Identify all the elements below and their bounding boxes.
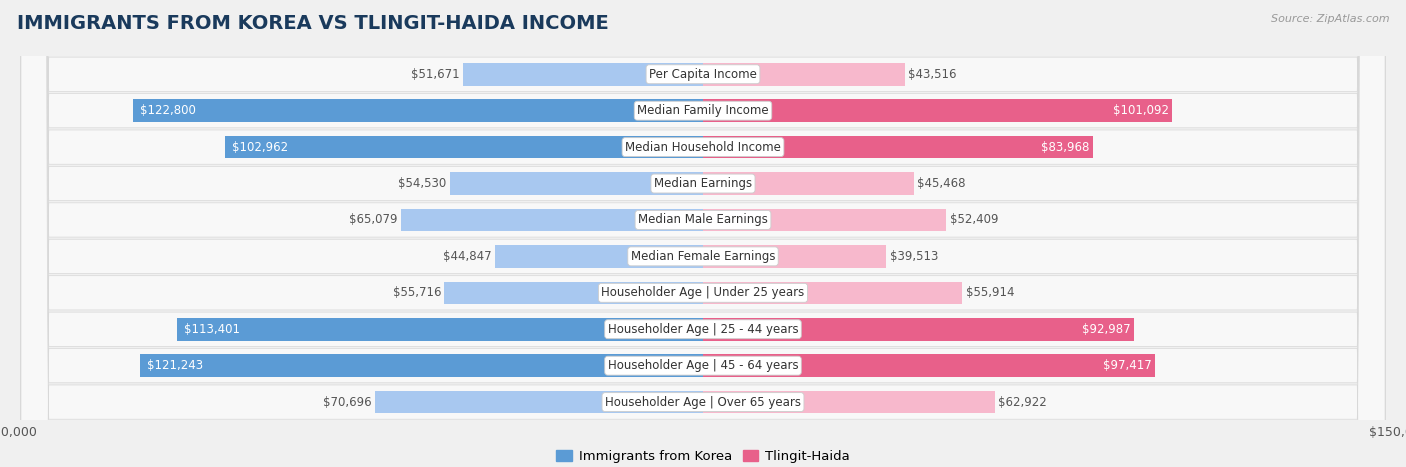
Text: Median Family Income: Median Family Income bbox=[637, 104, 769, 117]
Text: $45,468: $45,468 bbox=[918, 177, 966, 190]
Text: Source: ZipAtlas.com: Source: ZipAtlas.com bbox=[1271, 14, 1389, 24]
Text: Householder Age | Over 65 years: Householder Age | Over 65 years bbox=[605, 396, 801, 409]
Text: $52,409: $52,409 bbox=[949, 213, 998, 226]
FancyBboxPatch shape bbox=[21, 0, 1385, 467]
Text: $43,516: $43,516 bbox=[908, 68, 957, 81]
Text: $54,530: $54,530 bbox=[398, 177, 447, 190]
Bar bbox=[375, 391, 703, 413]
Bar bbox=[703, 391, 995, 413]
Bar bbox=[495, 245, 703, 268]
Bar bbox=[444, 282, 703, 304]
Bar bbox=[450, 172, 703, 195]
Bar bbox=[703, 99, 1173, 122]
FancyBboxPatch shape bbox=[21, 0, 1385, 467]
Text: $113,401: $113,401 bbox=[184, 323, 240, 336]
Text: Median Earnings: Median Earnings bbox=[654, 177, 752, 190]
Text: $97,417: $97,417 bbox=[1102, 359, 1152, 372]
FancyBboxPatch shape bbox=[21, 0, 1385, 467]
Text: $102,962: $102,962 bbox=[232, 141, 288, 154]
Text: $121,243: $121,243 bbox=[148, 359, 204, 372]
Text: $122,800: $122,800 bbox=[141, 104, 195, 117]
Text: Per Capita Income: Per Capita Income bbox=[650, 68, 756, 81]
Text: $44,847: $44,847 bbox=[443, 250, 492, 263]
Text: $92,987: $92,987 bbox=[1083, 323, 1130, 336]
Bar bbox=[703, 245, 886, 268]
Text: Median Male Earnings: Median Male Earnings bbox=[638, 213, 768, 226]
Bar bbox=[401, 209, 703, 231]
FancyBboxPatch shape bbox=[21, 0, 1385, 467]
Text: $51,671: $51,671 bbox=[411, 68, 460, 81]
Bar bbox=[225, 136, 703, 158]
Text: IMMIGRANTS FROM KOREA VS TLINGIT-HAIDA INCOME: IMMIGRANTS FROM KOREA VS TLINGIT-HAIDA I… bbox=[17, 14, 609, 33]
Bar bbox=[703, 172, 914, 195]
Bar bbox=[703, 136, 1092, 158]
Text: Median Household Income: Median Household Income bbox=[626, 141, 780, 154]
Bar bbox=[463, 63, 703, 85]
Bar bbox=[703, 63, 905, 85]
FancyBboxPatch shape bbox=[21, 0, 1385, 467]
Text: $39,513: $39,513 bbox=[890, 250, 938, 263]
Text: $55,716: $55,716 bbox=[392, 286, 441, 299]
Text: $83,968: $83,968 bbox=[1040, 141, 1090, 154]
Text: $65,079: $65,079 bbox=[349, 213, 398, 226]
Bar bbox=[141, 354, 703, 377]
FancyBboxPatch shape bbox=[21, 0, 1385, 467]
Bar bbox=[134, 99, 703, 122]
Text: $101,092: $101,092 bbox=[1112, 104, 1168, 117]
Text: Householder Age | Under 25 years: Householder Age | Under 25 years bbox=[602, 286, 804, 299]
Text: $55,914: $55,914 bbox=[966, 286, 1014, 299]
FancyBboxPatch shape bbox=[21, 0, 1385, 467]
Text: Householder Age | 25 - 44 years: Householder Age | 25 - 44 years bbox=[607, 323, 799, 336]
FancyBboxPatch shape bbox=[21, 0, 1385, 467]
Bar bbox=[703, 209, 946, 231]
Text: Median Female Earnings: Median Female Earnings bbox=[631, 250, 775, 263]
Text: $62,922: $62,922 bbox=[998, 396, 1047, 409]
Bar bbox=[177, 318, 703, 340]
Text: Householder Age | 45 - 64 years: Householder Age | 45 - 64 years bbox=[607, 359, 799, 372]
FancyBboxPatch shape bbox=[21, 0, 1385, 467]
FancyBboxPatch shape bbox=[21, 0, 1385, 467]
Text: $70,696: $70,696 bbox=[323, 396, 371, 409]
Bar bbox=[703, 318, 1135, 340]
Legend: Immigrants from Korea, Tlingit-Haida: Immigrants from Korea, Tlingit-Haida bbox=[551, 445, 855, 467]
Bar bbox=[703, 354, 1154, 377]
Bar bbox=[703, 282, 963, 304]
